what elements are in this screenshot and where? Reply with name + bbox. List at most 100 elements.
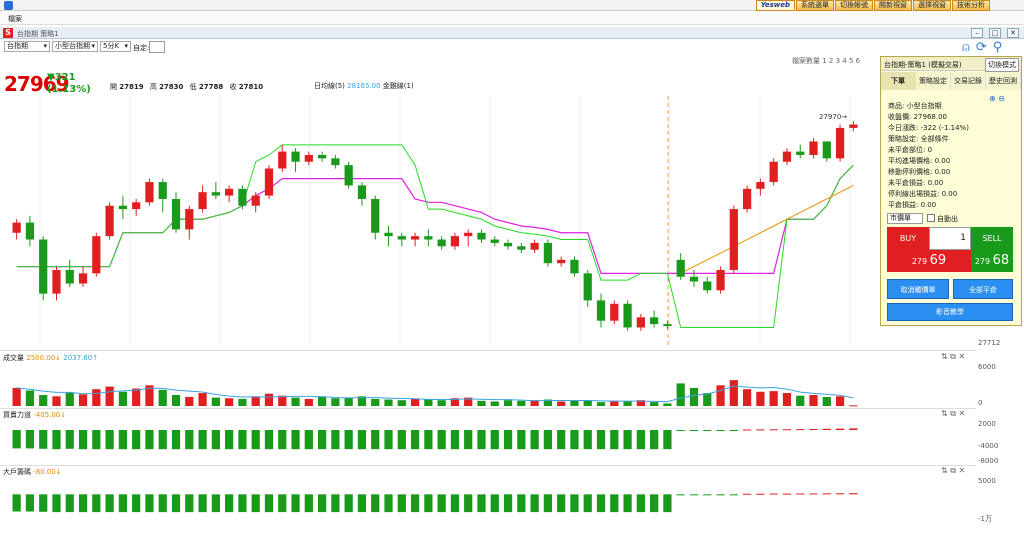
tab-order[interactable]: 下單 [881, 72, 916, 90]
bar [198, 430, 207, 450]
big-label: 大戶籌碼 -80.00↓ [3, 467, 62, 477]
menu-system[interactable]: 系統選單 [796, 0, 834, 11]
ohlc-readout: 開 27819 高 27830 低 27788 收 27810 [110, 82, 267, 92]
bar [198, 494, 207, 513]
bar [849, 428, 858, 430]
broadcast-icon[interactable]: ⍝ [962, 40, 970, 55]
power-axis-1: 2000 [978, 420, 996, 428]
menu-file[interactable]: 檔案 [8, 15, 22, 23]
ma-line-magenta [16, 164, 854, 274]
quantity-label: 檔案數量 1 2 3 4 5 6 [792, 57, 861, 65]
bar [52, 396, 61, 406]
bar [477, 400, 486, 406]
bar [703, 393, 712, 406]
buy-button[interactable]: BUY [887, 227, 929, 250]
bar [729, 494, 738, 496]
bar [132, 494, 141, 513]
bar [623, 401, 632, 406]
quantity-input[interactable]: 1 [929, 227, 971, 250]
bar [610, 430, 619, 450]
bar [769, 391, 778, 406]
bar [78, 394, 88, 406]
bar [782, 429, 792, 431]
video-tutorial-button[interactable]: 影音教學 [887, 303, 1013, 321]
volume-panel-controls[interactable]: ⇅ ⧉ ✕ [941, 352, 966, 361]
symbol-select[interactable]: 台指期 [4, 41, 50, 52]
bar [78, 494, 88, 513]
bar [291, 397, 300, 406]
candle-body [331, 158, 340, 166]
tab-trades[interactable]: 交易記錄 [951, 72, 986, 90]
bar [769, 493, 778, 495]
auto-exit-checkbox[interactable]: 自動出 [927, 214, 958, 224]
maximize-button[interactable]: □ [989, 28, 1001, 38]
bar [477, 430, 486, 450]
bid-price[interactable]: 279 69 [887, 250, 971, 272]
bar [65, 392, 74, 406]
tab-strategy[interactable]: 策略設定 [916, 72, 951, 90]
minimize-button[interactable]: – [971, 28, 983, 38]
power-axis-3: -8000 [978, 457, 999, 465]
custom-input[interactable] [149, 41, 165, 53]
close-all-button[interactable]: 全部平倉 [953, 279, 1013, 299]
bar [25, 494, 35, 512]
bar [278, 494, 287, 513]
tab-backtest[interactable]: 歷史回測 [986, 72, 1021, 90]
yesweb-logo[interactable]: Yesweb [755, 0, 795, 11]
bar [304, 494, 313, 513]
menu-new-window[interactable]: 開新視窗 [874, 0, 912, 11]
price-axis-label: 27712 [978, 339, 1001, 347]
menu-switch-account[interactable]: 切換帳號 [835, 0, 873, 11]
bar [437, 400, 446, 406]
zoom-icons[interactable]: ⊕ ⊖ [989, 94, 1005, 103]
bid-prefix: 279 [911, 257, 928, 266]
candlestick-chart[interactable] [0, 96, 976, 346]
bar [689, 494, 699, 496]
switch-mode-button[interactable]: 切換模式 [985, 58, 1019, 72]
menu-technical[interactable]: 技術分析 [952, 0, 990, 11]
bar [331, 430, 340, 450]
bar [822, 396, 831, 406]
bar [371, 494, 380, 513]
last-price: 27969 [4, 72, 70, 96]
bar [450, 494, 460, 513]
bar [782, 393, 792, 406]
bar [278, 395, 287, 406]
bar [464, 430, 473, 450]
order-type-select[interactable]: 市價單 [887, 213, 923, 224]
power-panel-controls[interactable]: ⇅ ⧉ ✕ [941, 409, 966, 418]
bar [822, 428, 831, 430]
sell-button[interactable]: SELL [971, 227, 1013, 250]
candle-body [304, 154, 313, 162]
cancel-trigger-button[interactable]: 取消觸價單 [887, 279, 949, 299]
bar [742, 389, 752, 406]
bar [424, 494, 433, 513]
bar [65, 430, 74, 449]
user-settings-icon[interactable]: ⚲ [992, 40, 1003, 55]
candle-body [357, 185, 367, 199]
volume-v2: 2037.60↑ [63, 354, 99, 362]
ask-price[interactable]: 279 68 [971, 250, 1013, 272]
menu-select-window[interactable]: 選擇視窗 [913, 0, 951, 11]
candle-body [52, 269, 61, 294]
window-title-bar: S 台指期 策略1 – □ ✕ [0, 27, 1024, 39]
period-select[interactable]: 5分K [100, 41, 131, 52]
candle-body [264, 168, 274, 196]
bar [464, 397, 473, 406]
info-line: 移動停利價格: 0.00 [888, 168, 951, 176]
close-button[interactable]: ✕ [1007, 28, 1019, 38]
candle-body [65, 269, 74, 284]
big-panel-controls[interactable]: ⇅ ⧉ ✕ [941, 466, 966, 475]
bar [517, 494, 526, 513]
bar [809, 395, 818, 406]
bar [437, 430, 446, 450]
contract-select[interactable]: 小型台指期 [52, 41, 98, 52]
bar [278, 430, 287, 450]
bar [596, 430, 606, 450]
bar [543, 430, 553, 450]
bar [849, 405, 858, 407]
bar [410, 494, 420, 513]
refresh-icon[interactable]: ⟳ [975, 40, 987, 55]
bar [384, 399, 393, 406]
checkbox-icon[interactable] [927, 214, 935, 222]
